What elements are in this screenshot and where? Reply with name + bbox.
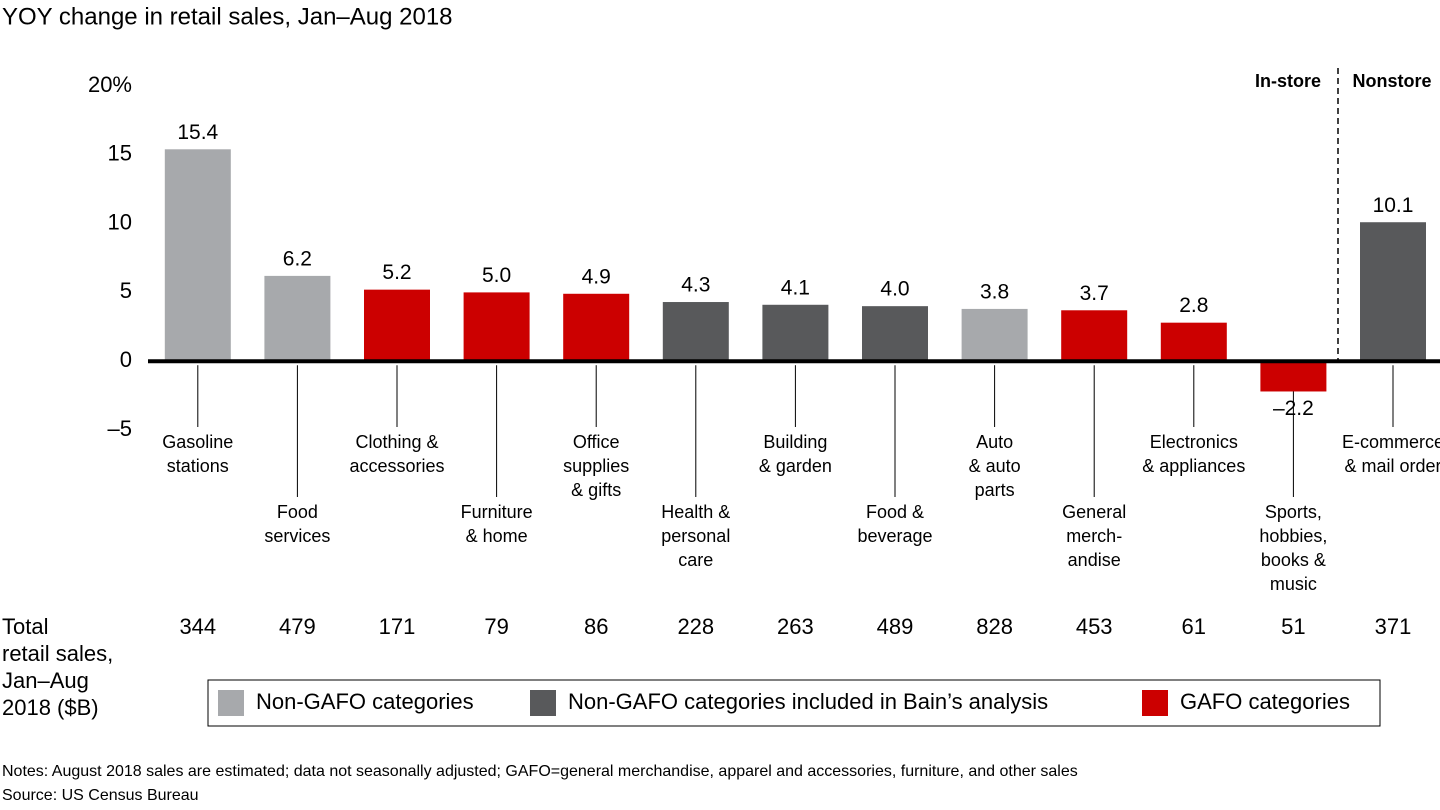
total-value: 344 — [179, 614, 216, 639]
bar — [1160, 322, 1227, 362]
totals-label: Total retail sales, Jan–Aug 2018 ($B) — [2, 614, 113, 720]
bar — [164, 149, 231, 362]
total-value: 61 — [1182, 614, 1206, 639]
x-tick-label: Gasoline stations — [162, 432, 233, 476]
y-tick-label: 0 — [120, 347, 132, 372]
bar — [1260, 361, 1327, 392]
y-tick-label: 20% — [88, 72, 132, 97]
y-tick-label: 5 — [120, 278, 132, 303]
x-tick-label: Furniture & home — [461, 502, 533, 546]
y-tick-label: 15 — [108, 141, 132, 166]
total-value: 86 — [584, 614, 608, 639]
bar — [264, 275, 331, 362]
total-value: 51 — [1281, 614, 1305, 639]
legend-swatch — [530, 690, 556, 716]
bar — [662, 302, 729, 362]
annotation: In-store — [1255, 71, 1321, 91]
value-label: 4.0 — [880, 278, 909, 301]
x-tick-label: Health & personal care — [661, 502, 730, 570]
legend-swatch — [1142, 690, 1168, 716]
total-value: 489 — [877, 614, 914, 639]
total-value: 453 — [1076, 614, 1113, 639]
y-tick-label: 10 — [108, 209, 132, 234]
bar — [1061, 310, 1128, 362]
value-label: 3.7 — [1080, 282, 1109, 305]
value-label: 15.4 — [177, 121, 218, 144]
x-tick-label: Building & garden — [759, 432, 832, 476]
x-tick-label: E-commerce & mail order — [1342, 432, 1440, 476]
bar — [1360, 222, 1426, 362]
legend-label: GAFO categories — [1180, 689, 1350, 714]
value-label: 10.1 — [1373, 194, 1414, 217]
total-value: 171 — [379, 614, 416, 639]
total-value: 828 — [976, 614, 1013, 639]
total-value: 371 — [1375, 614, 1412, 639]
y-tick-label: –5 — [108, 416, 132, 441]
annotation: Nonstore — [1352, 71, 1431, 91]
legend-label: Non-GAFO categories included in Bain’s a… — [568, 689, 1048, 714]
legend-label: Non-GAFO categories — [256, 689, 474, 714]
x-tick-label: Clothing & accessories — [349, 432, 444, 476]
source: Source: US Census Bureau — [2, 787, 199, 804]
total-value: 263 — [777, 614, 814, 639]
total-value: 79 — [484, 614, 508, 639]
x-tick-label: Food & beverage — [857, 502, 932, 546]
value-label: 3.8 — [980, 280, 1009, 303]
notes: Notes: August 2018 sales are estimated; … — [2, 763, 1078, 780]
legend-box — [207, 679, 1381, 727]
bar — [463, 292, 530, 362]
bar — [762, 304, 829, 362]
total-value: 228 — [677, 614, 714, 639]
bar — [862, 306, 928, 362]
value-label: 5.0 — [482, 264, 511, 287]
total-value: 479 — [279, 614, 316, 639]
x-tick-label: General merch-andise — [1062, 502, 1126, 570]
x-tick-label: Auto & auto parts — [969, 432, 1021, 500]
value-label: 4.9 — [582, 265, 611, 288]
x-tick-label: Food services — [264, 502, 330, 546]
chart-title: YOY change in retail sales, Jan–Aug 2018 — [2, 3, 453, 30]
value-label: 2.8 — [1179, 294, 1208, 317]
legend-swatch — [218, 690, 244, 716]
bar — [961, 308, 1028, 362]
value-label: –2.2 — [1273, 397, 1314, 420]
value-label: 4.1 — [781, 276, 810, 299]
x-tick-label: Sports, hobbies, books & music — [1259, 502, 1327, 594]
value-label: 5.2 — [382, 261, 411, 284]
x-tick-label: Electronics & appliances — [1142, 432, 1245, 476]
bar — [563, 293, 630, 362]
value-label: 6.2 — [283, 247, 312, 270]
x-tick-label: Office supplies & gifts — [563, 432, 629, 500]
bar — [364, 289, 430, 362]
value-label: 4.3 — [681, 274, 710, 297]
